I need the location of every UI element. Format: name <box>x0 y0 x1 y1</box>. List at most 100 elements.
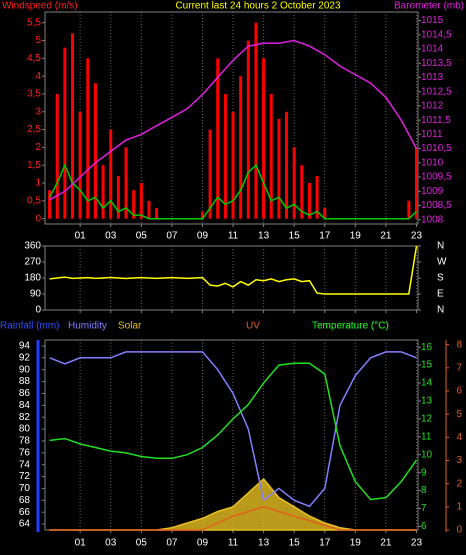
y-tick-label: 88 <box>19 376 31 387</box>
y2-tick-label: E <box>437 289 444 300</box>
y-tick-label: 92 <box>19 352 31 363</box>
y2-tick-label: 1013 <box>421 72 444 83</box>
plot-area <box>44 11 419 225</box>
y2-tick-label: 1009,5 <box>421 172 452 183</box>
y-tick-label: 270 <box>24 257 41 268</box>
y3-tick-label: 1 <box>456 501 462 512</box>
y-tick-label: 5 <box>35 35 41 46</box>
y2-tick-label: W <box>437 257 447 268</box>
y2-tick-label: 13 <box>421 396 433 407</box>
y-tick-label: 4 <box>35 71 41 82</box>
x-tick-label: 13 <box>258 231 270 242</box>
y2-tick-label: 14 <box>421 378 433 389</box>
y2-tick-label: 1008,5 <box>421 200 452 211</box>
y2-tick-label: N <box>437 305 444 316</box>
y-tick-label: 86 <box>19 388 31 399</box>
y2-tick-label: 1011,5 <box>421 115 451 126</box>
bar <box>200 211 204 219</box>
y2-tick-label: 1008 <box>421 214 444 225</box>
x-tick-label: 21 <box>380 231 392 242</box>
y2-axis-title: Temperature (°C) <box>312 321 389 332</box>
y-tick-label: 78 <box>19 436 31 447</box>
x-tick-label: 05 <box>136 231 148 242</box>
rain-label: Rainfall (mm) <box>0 321 59 332</box>
line <box>49 362 418 501</box>
x-tick-label: 07 <box>166 538 178 549</box>
y2-axis-title: Barometer (mb) <box>394 1 464 12</box>
y2-tick-label: 12 <box>421 414 433 425</box>
x-tick-label: 03 <box>105 538 117 549</box>
x-tick-label: 15 <box>289 538 301 549</box>
plot-area <box>44 339 419 531</box>
y-tick-label: 74 <box>19 459 31 470</box>
legend-label: Temperature (°C) <box>312 321 389 332</box>
line <box>49 39 418 201</box>
bar <box>124 147 128 219</box>
y3-tick-label: 8 <box>456 339 462 350</box>
y-tick-label: 72 <box>19 471 31 482</box>
y-tick-label: 80 <box>19 424 31 435</box>
bar <box>262 58 266 219</box>
x-tick-label: 11 <box>228 538 239 549</box>
y2-tick-label: 1012 <box>421 101 444 112</box>
y-tick-label: 0,5 <box>27 195 41 206</box>
y2-tick-label: 7 <box>421 503 427 514</box>
bar <box>48 190 52 219</box>
y2-tick-label: 1011 <box>421 129 443 140</box>
bar <box>407 200 411 219</box>
y3-tick-label: 4 <box>456 432 462 443</box>
y-tick-label: 0 <box>35 305 41 316</box>
y-tick-label: 1 <box>35 178 41 189</box>
bar <box>414 147 418 219</box>
legend-label: Humidity <box>68 321 107 332</box>
y-tick-label: 2 <box>35 142 41 153</box>
x-tick-label: 11 <box>228 231 239 242</box>
bar <box>78 111 82 219</box>
bar <box>239 76 243 219</box>
y-tick-label: 84 <box>19 400 31 411</box>
bar <box>109 129 113 219</box>
y-tick-label: 4,5 <box>27 53 41 64</box>
y2-tick-label: 1009 <box>421 186 444 197</box>
x-tick-label: 21 <box>380 538 392 549</box>
y3-tick-label: 2 <box>456 478 462 489</box>
x-tick-label: 13 <box>258 538 270 549</box>
bar <box>139 183 143 219</box>
y2-tick-label: 16 <box>421 342 433 353</box>
y2-tick-label: 1012,5 <box>421 86 452 97</box>
bar <box>277 118 281 219</box>
x-tick-label: 01 <box>75 231 87 242</box>
x-tick-label: 01 <box>75 538 87 549</box>
y-tick-label: 0 <box>35 213 41 224</box>
y-tick-label: 68 <box>19 495 31 506</box>
bar <box>55 93 59 219</box>
bar <box>132 190 136 219</box>
y-tick-label: 90 <box>30 289 42 300</box>
bar <box>147 200 151 219</box>
y-tick-label: 90 <box>19 364 31 375</box>
bar <box>216 58 220 219</box>
bar <box>315 175 319 219</box>
bar <box>155 207 159 219</box>
line <box>48 163 418 220</box>
y-tick-label: 94 <box>19 341 31 352</box>
bar <box>86 58 90 219</box>
x-tick-label: 17 <box>319 231 331 242</box>
bar <box>93 83 97 219</box>
y2-tick-label: 6 <box>421 521 427 532</box>
y-tick-label: 64 <box>19 519 31 530</box>
bar <box>101 165 105 219</box>
y-tick-label: 3,5 <box>27 89 41 100</box>
x-tick-label: 19 <box>350 231 362 242</box>
y-tick-label: 82 <box>19 412 31 423</box>
bar <box>292 147 296 219</box>
x-tick-label: 17 <box>319 538 331 549</box>
y-tick-label: 70 <box>19 483 31 494</box>
chart-title: Current last 24 hours 2 October 2023 <box>175 1 341 12</box>
y2-tick-label: 1015 <box>421 15 444 26</box>
bar <box>223 93 227 219</box>
y-tick-label: 3 <box>35 106 41 117</box>
bar <box>323 207 327 219</box>
y2-tick-label: 10 <box>421 449 433 460</box>
